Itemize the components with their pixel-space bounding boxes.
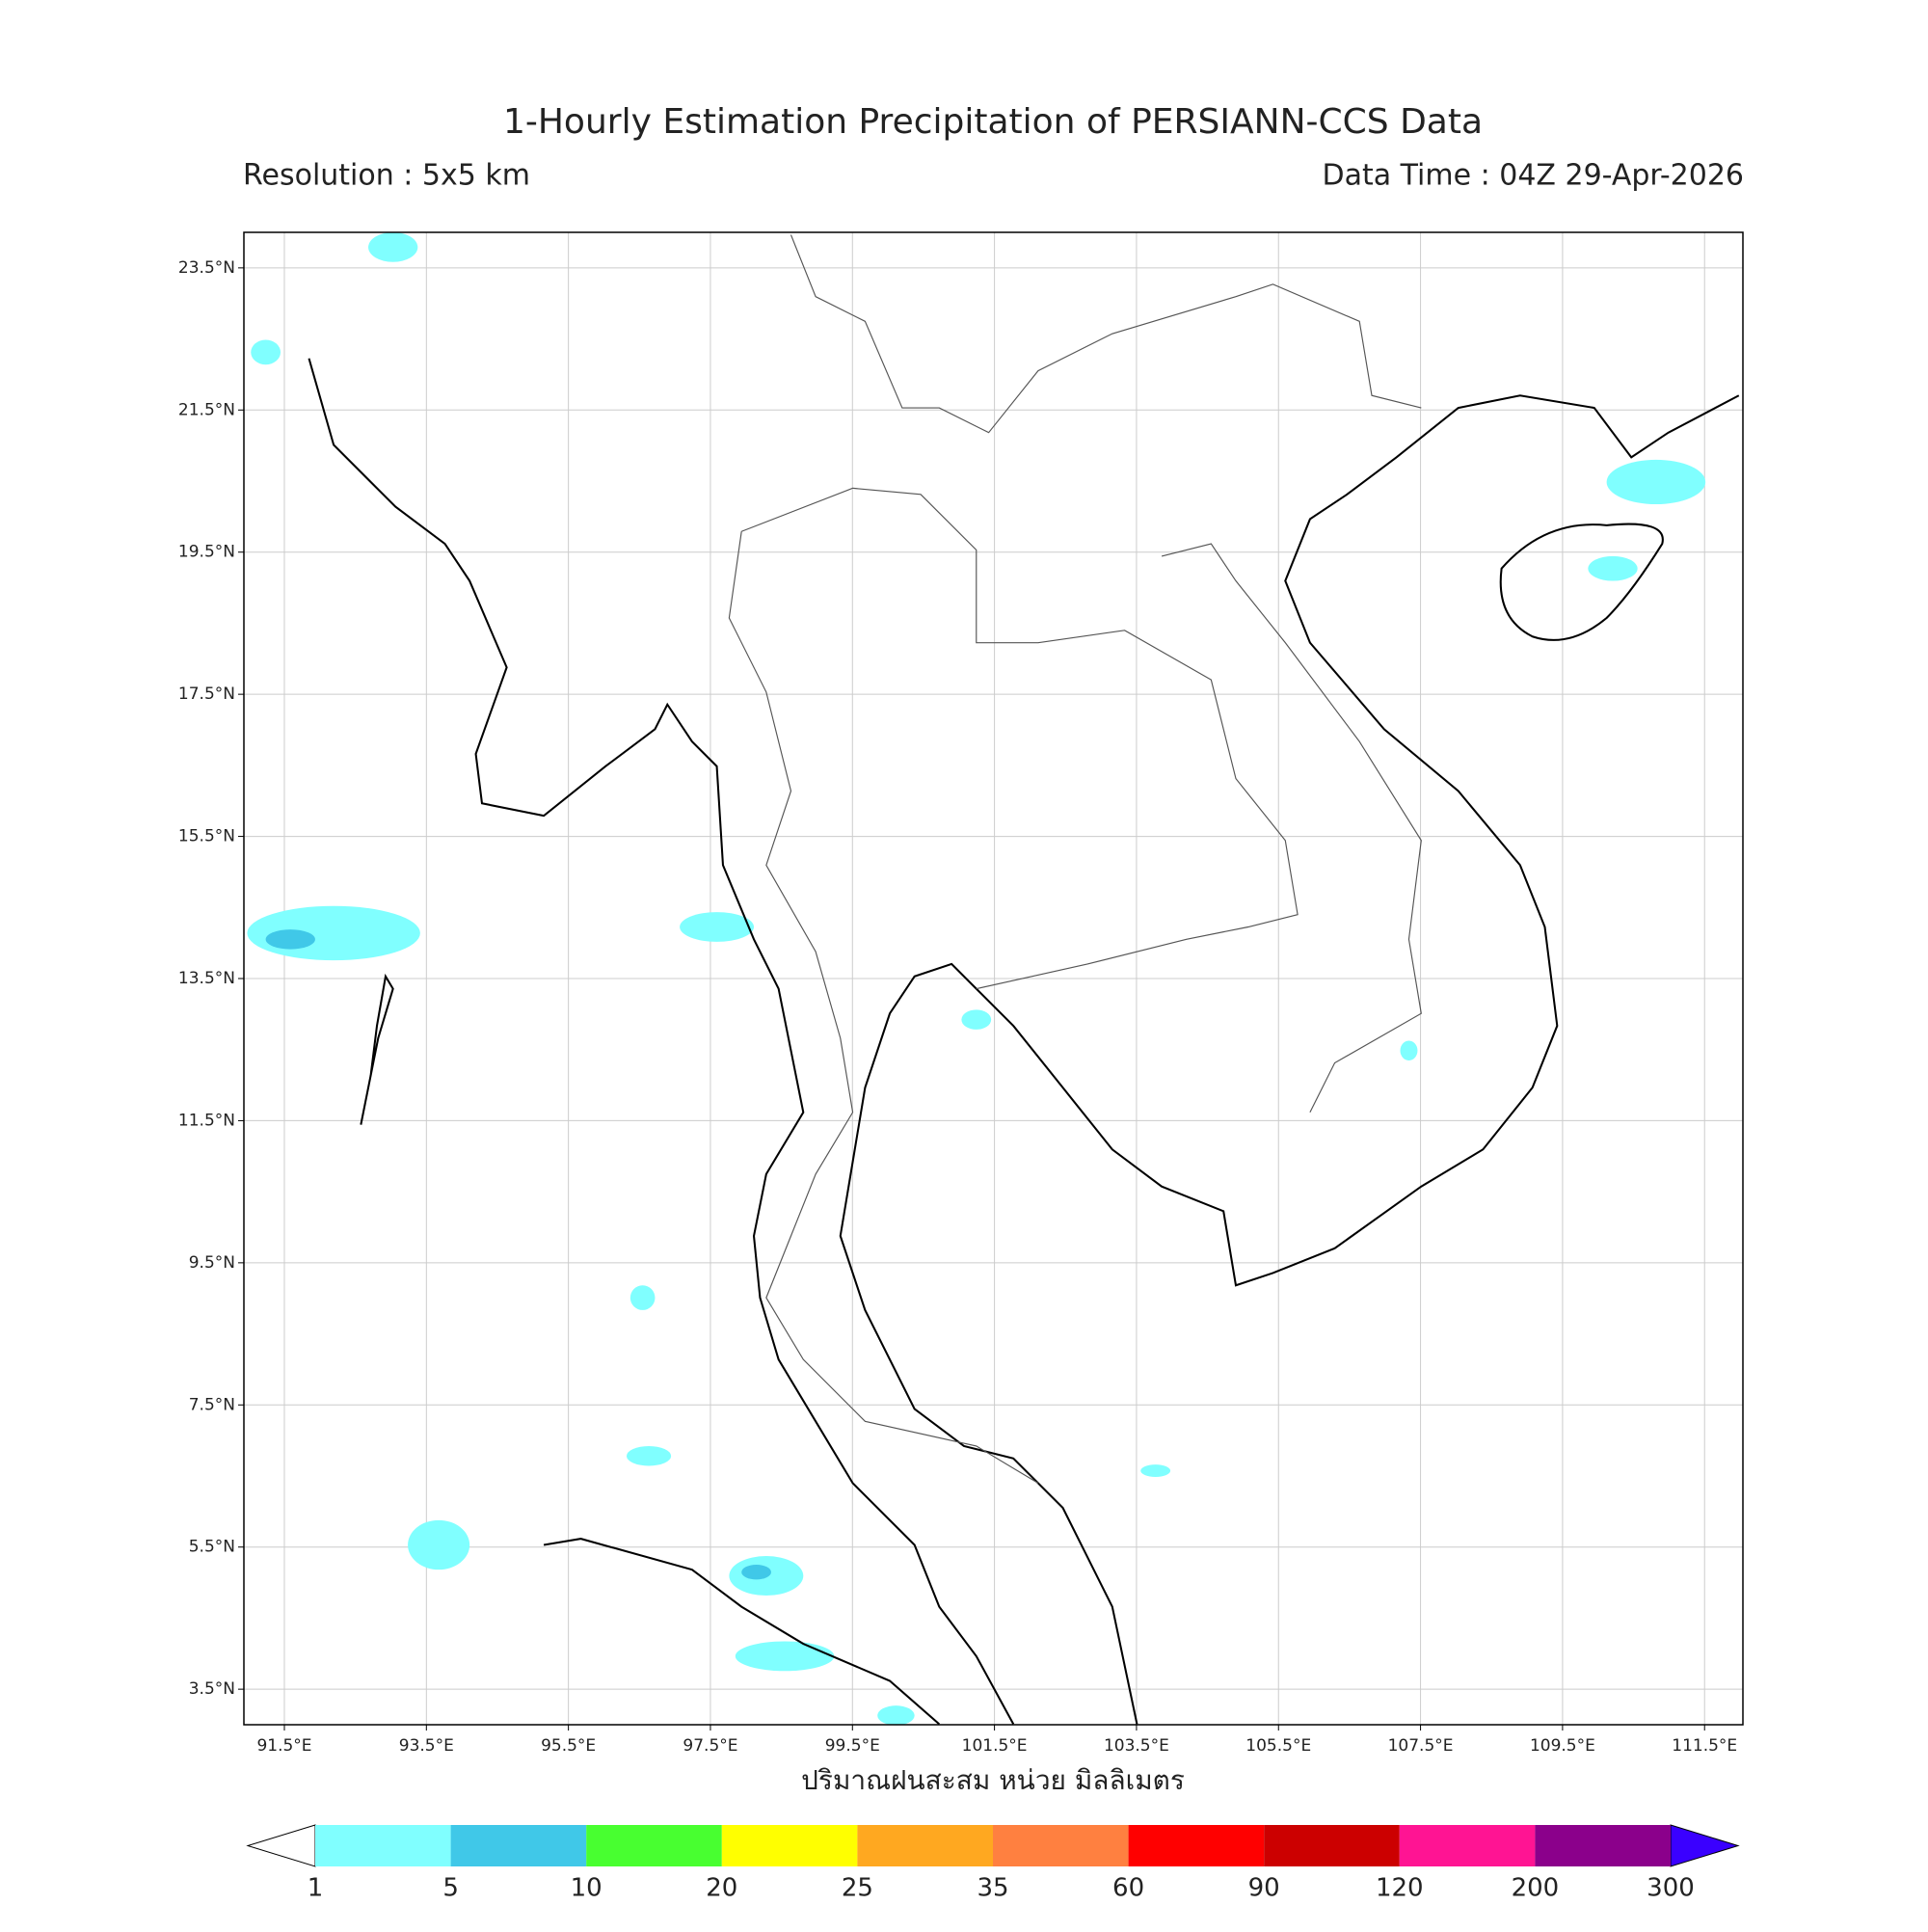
colorbar-bin — [1535, 1825, 1671, 1866]
colorbar-label: 90 — [1248, 1874, 1280, 1903]
coastline — [1499, 523, 1664, 641]
x-tick-label: 111.5°E — [1672, 1736, 1737, 1756]
rain-areas — [247, 232, 1706, 1726]
y-tick-label: 5.5°N — [189, 1538, 235, 1557]
border — [790, 234, 1422, 1114]
x-tick-label: 91.5°E — [256, 1736, 311, 1756]
colorbar-label: 300 — [1647, 1874, 1695, 1903]
colorbar-label: 60 — [1112, 1874, 1144, 1903]
y-tick-label: 21.5°N — [178, 400, 235, 419]
rain-area — [265, 929, 315, 950]
colorbar-label: 20 — [706, 1874, 737, 1903]
rain-area — [1606, 459, 1706, 505]
coastline — [308, 358, 1015, 1725]
resolution: Resolution : 5x5 km — [243, 159, 530, 193]
colorbar-over — [1670, 1824, 1740, 1867]
rain-area — [680, 912, 755, 942]
colorbar-bin — [721, 1825, 858, 1866]
data-time: Data Time : 04Z 29-Apr-2026 — [1322, 159, 1744, 193]
y-tick-label: 9.5°N — [189, 1253, 235, 1273]
colorbar-label: 120 — [1376, 1874, 1424, 1903]
border — [728, 487, 1299, 1484]
colorbar: 1 5 10 20 25 35 60 90 120 200 300 — [246, 1824, 1740, 1903]
grid — [244, 232, 1743, 1725]
x-tick-label: 99.5°E — [825, 1736, 880, 1756]
map-features — [247, 232, 1740, 1726]
y-tick-label: 23.5°N — [178, 258, 235, 278]
rain-area — [1400, 1040, 1418, 1060]
rain-area — [1588, 555, 1638, 581]
x-tick-label: 103.5°E — [1104, 1736, 1169, 1756]
colorbar-bin — [993, 1825, 1129, 1866]
colorbar-bin — [586, 1825, 722, 1866]
colorbar-label: 10 — [571, 1874, 602, 1903]
y-tick-label: 15.5°N — [178, 827, 235, 846]
rain-area — [629, 1285, 656, 1310]
colorbar-bin — [315, 1825, 451, 1866]
coastline — [543, 1538, 940, 1726]
y-tick-label: 19.5°N — [178, 543, 235, 562]
coastline — [839, 394, 1740, 1725]
rain-area — [626, 1445, 672, 1466]
coastline — [360, 973, 394, 1125]
rain-area — [368, 232, 418, 262]
x-tick-label: 95.5°E — [541, 1736, 596, 1756]
colorbar-bin — [857, 1825, 993, 1866]
colorbar-label: 200 — [1512, 1874, 1560, 1903]
colorbar-label: 1 — [308, 1874, 324, 1903]
colorbar-under — [246, 1824, 316, 1867]
x-tick-label: 107.5°E — [1388, 1736, 1454, 1756]
colorbar-label: 25 — [842, 1874, 873, 1903]
x-tick-label: 109.5°E — [1530, 1736, 1595, 1756]
y-tick-label: 13.5°N — [178, 969, 235, 988]
rain-area — [1140, 1464, 1171, 1477]
rain-area — [741, 1565, 771, 1580]
rain-area — [961, 1009, 992, 1030]
colorbar-bin — [1399, 1825, 1536, 1866]
x-tick-label: 101.5°E — [962, 1736, 1028, 1756]
colorbar-bin — [1128, 1825, 1265, 1866]
y-tick-label: 11.5°N — [178, 1111, 235, 1130]
colorbar-label: 35 — [977, 1874, 1008, 1903]
x-axis-label: ปริมาณฝนสะสม หน่วย มิลลิเมตร — [801, 1764, 1185, 1796]
rain-area — [251, 339, 281, 365]
x-tick-label: 105.5°E — [1245, 1736, 1311, 1756]
y-tick-label: 7.5°N — [189, 1395, 235, 1414]
colorbar-bin — [1264, 1825, 1400, 1866]
x-tick-label: 97.5°E — [683, 1736, 737, 1756]
rain-area — [877, 1705, 915, 1726]
title: 1-Hourly Estimation Precipitation of PER… — [503, 102, 1483, 142]
colorbar-label: 5 — [442, 1874, 459, 1903]
rain-area — [408, 1519, 470, 1570]
rain-area — [735, 1641, 835, 1672]
y-tick-label: 17.5°N — [178, 684, 235, 704]
y-tick-label: 3.5°N — [189, 1679, 235, 1699]
colorbar-bin — [450, 1825, 587, 1866]
x-tick-label: 93.5°E — [399, 1736, 454, 1756]
